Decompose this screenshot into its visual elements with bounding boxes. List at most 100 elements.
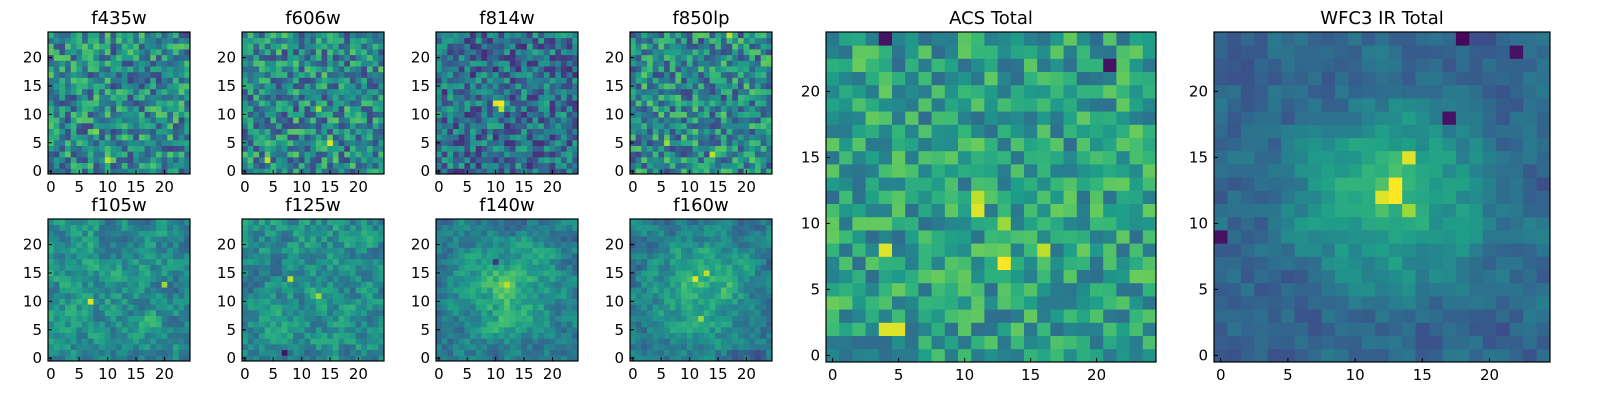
heatmap-cell — [754, 66, 762, 73]
heatmap-cell — [338, 292, 345, 299]
heatmap-cell — [498, 111, 505, 118]
heatmap-cell — [144, 60, 151, 67]
heatmap-cell — [366, 309, 374, 316]
heatmap-cell — [732, 60, 739, 67]
heatmap-cell — [53, 88, 60, 95]
heatmap-cell — [104, 77, 111, 84]
heatmap-cell — [720, 134, 727, 141]
heatmap-cell — [436, 145, 443, 152]
heatmap-cell — [321, 162, 328, 169]
heatmap-cell — [652, 304, 659, 311]
heatmap-cell — [458, 304, 465, 311]
heatmap-cell — [138, 83, 145, 90]
heatmap-cell — [361, 230, 368, 237]
heatmap-cell — [321, 236, 328, 243]
heatmap-cell — [543, 321, 550, 328]
heatmap-cell — [669, 275, 676, 282]
heatmap-cell — [526, 321, 533, 328]
heatmap-cell — [65, 343, 72, 351]
heatmap-cell — [532, 349, 539, 356]
heatmap-cell — [441, 66, 448, 73]
heatmap-cell — [669, 162, 676, 169]
heatmap-cell — [664, 315, 671, 322]
heatmap-cell — [338, 219, 345, 226]
heatmap-cell — [332, 105, 339, 112]
x-tick-label: 15 — [126, 178, 145, 196]
heatmap-cell — [155, 315, 162, 322]
heatmap-cell — [532, 292, 539, 299]
heatmap-cell — [99, 304, 106, 311]
heatmap-cell — [281, 264, 288, 271]
heatmap-cell — [349, 304, 356, 311]
heatmap-cell — [121, 128, 128, 135]
heatmap-cell — [692, 168, 699, 175]
heatmap-cell — [720, 321, 727, 328]
heatmap-cell — [155, 156, 162, 164]
heatmap-cell — [475, 71, 482, 78]
heatmap-cell — [82, 37, 89, 44]
heatmap-cell — [242, 32, 249, 39]
heatmap-cell — [104, 128, 111, 135]
heatmap-cell — [76, 253, 83, 260]
heatmap-cell — [116, 128, 123, 135]
heatmap-cell — [441, 309, 448, 316]
heatmap-cell — [720, 111, 727, 118]
heatmap-cell — [509, 77, 516, 84]
heatmap-cell — [521, 156, 528, 164]
heatmap-cell — [315, 258, 322, 265]
heatmap-cell — [59, 247, 66, 254]
heatmap-cell — [332, 49, 339, 56]
heatmap-cell — [732, 88, 739, 95]
heatmap-cell — [76, 100, 83, 107]
heatmap-cell — [287, 230, 294, 237]
heatmap-cell — [692, 54, 699, 61]
heatmap-cell — [464, 253, 471, 260]
heatmap-cell — [121, 292, 128, 299]
heatmap-cell — [121, 224, 128, 231]
heatmap-cell — [669, 349, 676, 356]
heatmap-cell — [161, 332, 168, 339]
heatmap-cell — [155, 247, 162, 254]
heatmap-cell — [127, 94, 134, 101]
heatmap-cell — [532, 253, 539, 260]
heatmap-cell — [453, 355, 460, 362]
heatmap-cell — [664, 343, 671, 351]
heatmap-cell — [315, 355, 322, 362]
heatmap-cell — [692, 258, 699, 265]
heatmap-cell — [264, 32, 271, 39]
heatmap-cell — [453, 292, 460, 299]
heatmap-cell — [172, 71, 180, 78]
heatmap-cell — [150, 309, 157, 316]
heatmap-cell — [566, 264, 573, 271]
heatmap-cell — [492, 128, 499, 135]
heatmap-cell — [692, 122, 699, 129]
heatmap-cell — [549, 247, 556, 254]
heatmap-cell — [766, 151, 773, 158]
heatmap-cell — [321, 349, 328, 356]
heatmap-cell — [715, 332, 722, 339]
heatmap-cell — [349, 168, 356, 175]
heatmap-cell — [560, 349, 568, 356]
heatmap-cell — [70, 156, 77, 164]
heatmap-cell — [116, 236, 123, 243]
heatmap-cell — [681, 321, 688, 328]
heatmap-cell — [287, 105, 294, 112]
heatmap-cell — [766, 71, 773, 78]
heatmap-cell — [116, 60, 123, 67]
heatmap-cell — [247, 151, 254, 158]
heatmap-cell — [53, 304, 60, 311]
heatmap-cell — [48, 275, 55, 282]
heatmap-cell — [538, 343, 545, 351]
heatmap-cell — [304, 162, 311, 169]
heatmap-cell — [378, 270, 385, 277]
heatmap-cell — [453, 105, 460, 112]
heatmap-cell — [48, 151, 55, 158]
heatmap-cell — [127, 151, 134, 158]
heatmap-cell — [549, 258, 556, 265]
heatmap-cell — [304, 264, 311, 271]
heatmap-cell — [635, 270, 642, 277]
heatmap-cell — [572, 105, 579, 112]
heatmap-cell — [372, 241, 379, 248]
heatmap-cell — [76, 343, 83, 351]
heatmap-cell — [144, 117, 151, 124]
